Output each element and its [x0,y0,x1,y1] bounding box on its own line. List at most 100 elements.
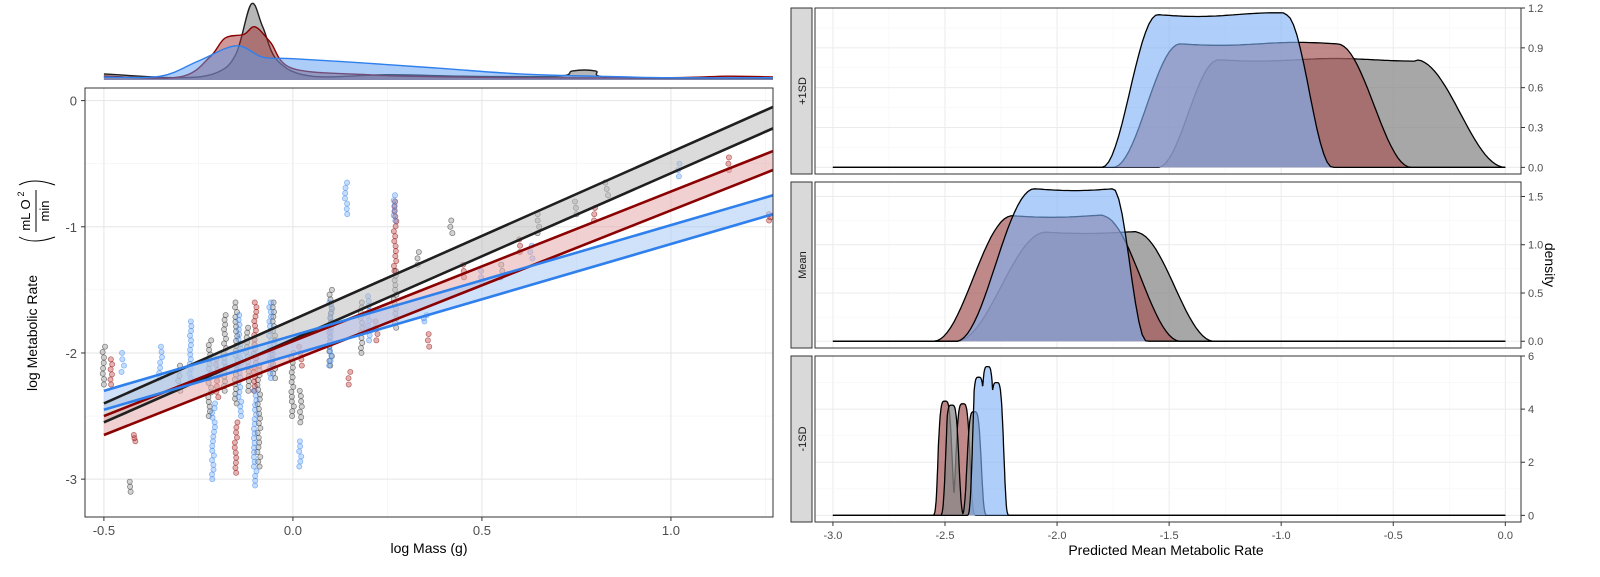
right-y-axis-title: density [1542,243,1558,287]
x-tick-label: 1.0 [662,523,680,538]
data-point [392,223,399,230]
x-tick-label: -2.0 [1048,530,1067,542]
x-tick-label: -0.5 [1384,530,1403,542]
data-point [253,308,260,315]
data-point [390,228,397,235]
facet-strip [790,355,813,523]
data-point [257,453,264,460]
data-point [296,448,303,455]
data-point [188,337,195,344]
y-tick-label: 0 [1528,510,1534,522]
density-outline-blue [832,365,1506,517]
data-point [328,286,335,293]
data-point [235,316,242,323]
data-point [392,243,399,250]
facet-1: Mean 0.0 0.5 1.0 1.5 [790,181,1543,349]
data-point [233,424,240,431]
data-point [127,483,134,490]
data-point [392,217,399,224]
y-tick-label: 0.0 [1528,336,1543,348]
data-point [187,332,193,339]
data-point [232,395,239,402]
data-point [268,375,274,382]
data-point [392,192,398,199]
data-point [211,424,218,431]
data-point [250,463,257,470]
data-point [245,324,252,331]
data-point [208,337,215,344]
data-point [252,313,259,320]
regression-line [103,194,774,393]
right-panel: +1SD 0.0 0.3 0.6 0.9 1.2 Mean 0.0 0.5 1.0 1.5 -1SD 0… [790,3,1543,542]
data-point [358,350,365,356]
data-point [119,350,125,356]
data-point [298,398,305,405]
data-point [236,312,243,319]
data-point [327,348,334,354]
data-point [297,408,303,415]
data-point [232,464,239,471]
x-tick-label: -0.5 [93,523,115,538]
data-point [344,179,351,186]
left-panel: -0.5 0.0 0.5 1.0 0 -1 -2 -3 log Mass (g) log M… [16,2,774,556]
data-point [100,365,107,372]
data-point [233,454,240,461]
data-point [342,184,349,191]
data-point [297,443,304,450]
data-point [238,398,245,405]
data-point [288,369,295,376]
data-point [267,299,274,306]
facet-strip-label: -1SD [797,426,809,451]
data-point [252,327,259,334]
data-point [251,420,258,427]
data-point [126,478,133,485]
regression-line [103,212,774,411]
data-point [209,438,216,445]
facet-frame [814,181,1522,349]
data-point [211,428,217,435]
data-point [256,439,263,446]
data-point [359,339,366,346]
x-tick-label: -3.0 [823,530,842,542]
data-point [233,434,240,441]
y-tick-label: 1.0 [1528,240,1543,252]
data-point [236,321,243,328]
data-point [447,223,454,230]
y-tick-label: 1.2 [1528,3,1543,15]
data-point [425,331,432,337]
data-point [250,425,257,432]
data-point [288,388,295,395]
data-point [209,409,215,416]
data-point [244,329,251,336]
data-point [342,190,349,197]
y-tick-label: 2 [1528,457,1534,469]
facet-frame [814,355,1522,523]
data-point [390,212,397,219]
data-point [108,381,115,388]
data-point [157,343,164,350]
data-point [233,469,240,476]
data-point [223,335,229,342]
x-tick-label: 0.5 [473,523,491,538]
data-point [373,337,380,344]
facet-frame [814,7,1522,175]
facet-strip-label: +1SD [797,77,809,105]
data-point [245,387,252,394]
data-point [187,351,194,358]
marginal-density-area [103,45,773,80]
x-tick-label: 0.0 [284,523,302,538]
unit-denominator: min [37,201,52,222]
data-point [215,394,222,401]
data-point [222,321,229,328]
data-point [100,354,107,361]
y-tick-label: 0.6 [1528,83,1543,95]
data-point [157,364,164,371]
data-point [245,383,252,389]
data-point [250,435,257,442]
left-y-axis-title-text: log Metabolic Rate [24,275,40,391]
data-point [253,468,260,475]
data-point [210,433,217,440]
data-point [297,458,304,465]
data-point [675,173,682,180]
y-tick-label: -3 [65,472,77,487]
